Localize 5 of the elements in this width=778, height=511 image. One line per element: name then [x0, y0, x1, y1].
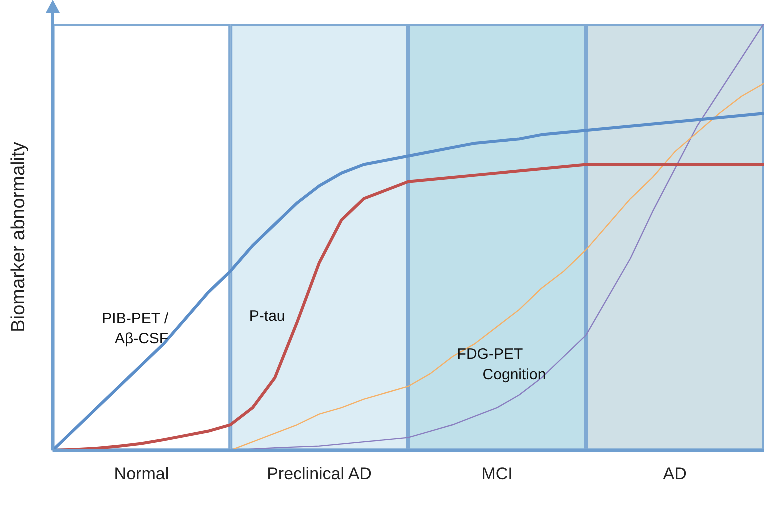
x-tick-label: AD	[663, 464, 687, 484]
y-axis-title: Biomarker abnormality	[8, 142, 30, 332]
x-tick-label: MCI	[482, 464, 513, 484]
x-tick-label: Preclinical AD	[267, 464, 372, 484]
x-tick-label: Normal	[114, 464, 170, 484]
